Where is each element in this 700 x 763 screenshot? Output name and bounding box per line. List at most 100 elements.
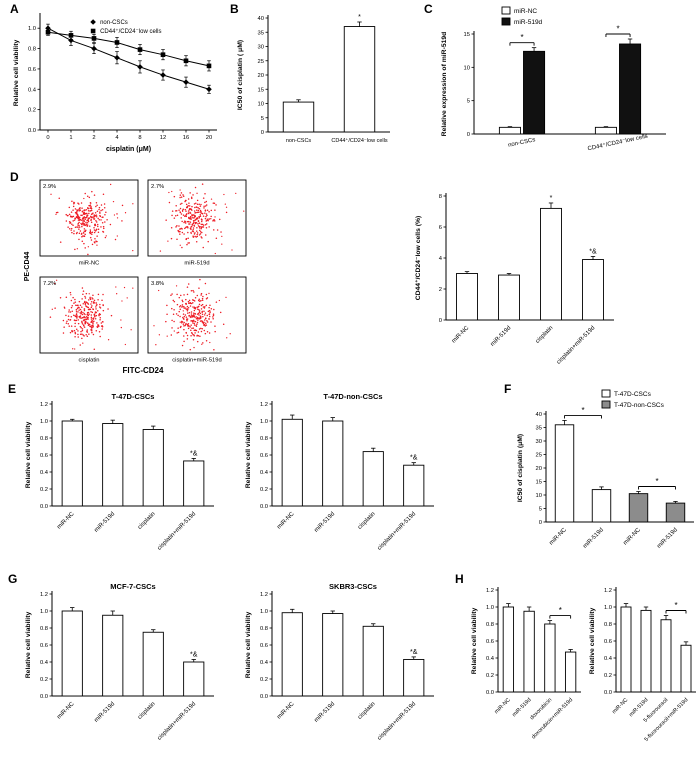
svg-text:0.8: 0.8 [486, 622, 494, 628]
svg-text:*: * [674, 601, 677, 610]
svg-text:*: * [550, 195, 553, 202]
svg-text:CD44⁺/CD24⁻low cells: CD44⁺/CD24⁻low cells [331, 137, 387, 144]
svg-text:0.0: 0.0 [486, 690, 494, 696]
svg-text:16: 16 [183, 135, 189, 141]
panel-c-label: C [424, 2, 433, 16]
svg-text:CD44⁺/CD24⁻low cells (%): CD44⁺/CD24⁻low cells (%) [415, 216, 422, 301]
svg-text:0.6: 0.6 [40, 643, 48, 649]
svg-text:Relative expression of miR-519: Relative expression of miR-519d [441, 32, 448, 137]
svg-text:miR-519d: miR-519d [94, 701, 117, 724]
svg-text:cisplatin: cisplatin [137, 701, 157, 721]
svg-text:1.2: 1.2 [486, 588, 494, 594]
svg-text:*: * [559, 606, 562, 615]
svg-text:0.4: 0.4 [604, 656, 613, 662]
svg-text:2: 2 [439, 287, 442, 293]
svg-text:1.2: 1.2 [40, 402, 48, 408]
svg-text:35: 35 [536, 426, 542, 432]
svg-text:miR-519d: miR-519d [94, 511, 117, 534]
svg-text:10: 10 [464, 65, 470, 71]
svg-text:*&: *& [190, 450, 198, 457]
svg-text:T-47D-CSCs: T-47D-CSCs [614, 391, 652, 398]
svg-text:10: 10 [536, 493, 542, 499]
svg-text:Relative cell viability: Relative cell viability [245, 422, 252, 489]
panel-f-ic50-grouped-bar-chart: 0 5 10 15 20 25 30 35 40 IC50 of cisplatin (μM) * *… [514, 386, 700, 571]
svg-text:5: 5 [467, 99, 470, 105]
svg-text:miR-519d: miR-519d [511, 697, 532, 718]
svg-text:MCF-7-CSCs: MCF-7-CSCs [110, 582, 155, 591]
svg-text:0.4: 0.4 [40, 470, 49, 476]
panel-e-t47d-non-cscs-chart: 0.0 0.2 0.4 0.6 0.8 1.0 1.2 Relative cell viabi… [242, 388, 448, 575]
svg-text:0.0: 0.0 [604, 690, 612, 696]
panel-g-label: G [8, 572, 18, 586]
svg-text:1.2: 1.2 [260, 592, 268, 598]
svg-text:0: 0 [539, 520, 542, 526]
svg-text:1.0: 1.0 [260, 609, 268, 615]
svg-text:non-CSCs: non-CSCs [508, 137, 536, 149]
svg-text:miR-519d: miR-519d [490, 325, 513, 348]
svg-text:40: 40 [258, 16, 264, 22]
svg-text:4: 4 [439, 256, 443, 262]
svg-text:cisplatin+miR-519d: cisplatin+miR-519d [157, 511, 197, 551]
svg-text:*: * [520, 33, 523, 42]
svg-text:3.8%: 3.8% [151, 281, 164, 287]
svg-text:*&: *& [190, 651, 198, 658]
svg-text:Relative cell viability: Relative cell viability [25, 612, 32, 679]
svg-text:miR-NC: miR-NC [451, 325, 471, 345]
svg-text:8: 8 [439, 194, 442, 200]
svg-text:cisplatin+miR-519d: cisplatin+miR-519d [556, 325, 596, 365]
svg-text:0: 0 [467, 132, 470, 138]
svg-text:20: 20 [536, 466, 542, 472]
panel-g-mcf7-cscs-chart: 0.0 0.2 0.4 0.6 0.8 1.0 1.2 Relative cell viabi… [22, 578, 228, 763]
svg-text:0.8: 0.8 [260, 626, 268, 632]
svg-text:1.2: 1.2 [260, 402, 268, 408]
svg-text:0.8: 0.8 [28, 47, 36, 53]
svg-text:0.4: 0.4 [260, 660, 269, 666]
svg-text:0.6: 0.6 [260, 453, 268, 459]
svg-text:1.0: 1.0 [28, 26, 36, 32]
panel-a-label: A [10, 2, 19, 16]
svg-text:cisplatin: cisplatin [535, 325, 555, 345]
svg-text:miR-NC: miR-NC [79, 261, 100, 267]
svg-text:1.2: 1.2 [40, 592, 48, 598]
svg-text:0.8: 0.8 [40, 626, 48, 632]
svg-text:0.6: 0.6 [604, 639, 612, 645]
svg-text:0.0: 0.0 [40, 504, 48, 510]
svg-text:miR-NC: miR-NC [56, 511, 76, 531]
svg-text:30: 30 [258, 45, 264, 51]
svg-text:miR-519d: miR-519d [184, 261, 209, 267]
svg-text:0.2: 0.2 [40, 677, 48, 683]
svg-text:5: 5 [539, 507, 542, 513]
svg-text:0.4: 0.4 [40, 660, 49, 666]
panel-d-cd44-cd24-bar-chart: 0 2 4 6 8 CD44⁺/CD24⁻low cells (%) * *& miR-NC mi… [412, 182, 642, 387]
svg-text:0.2: 0.2 [260, 487, 268, 493]
panel-b-label: B [230, 2, 239, 16]
svg-text:0.4: 0.4 [486, 656, 495, 662]
svg-text:miR-519d: miR-519d [582, 527, 605, 550]
svg-text:*&: *& [589, 248, 597, 255]
svg-text:0.2: 0.2 [486, 673, 494, 679]
svg-text:2: 2 [92, 135, 95, 141]
svg-text:20: 20 [206, 135, 212, 141]
svg-text:*: * [581, 406, 584, 415]
svg-text:1.2: 1.2 [604, 588, 612, 594]
panel-d-label: D [10, 170, 19, 184]
svg-text:0.2: 0.2 [28, 108, 36, 114]
svg-text:0.2: 0.2 [604, 673, 612, 679]
svg-text:1: 1 [69, 135, 72, 141]
svg-text:cisplatin+miR-519d: cisplatin+miR-519d [157, 701, 197, 741]
svg-text:SKBR3-CSCs: SKBR3-CSCs [329, 582, 377, 591]
svg-text:0.6: 0.6 [260, 643, 268, 649]
panel-c-mir519d-expression-chart: 0 5 10 15 Relative expression of miR-519d * * n… [438, 2, 690, 167]
svg-text:0.8: 0.8 [604, 622, 612, 628]
svg-text:miR-519d: miR-519d [656, 527, 679, 550]
svg-text:0: 0 [261, 130, 264, 136]
svg-text:1.0: 1.0 [604, 605, 612, 611]
svg-text:*: * [655, 477, 658, 486]
svg-text:FITC-CD24: FITC-CD24 [123, 366, 164, 375]
svg-text:*: * [616, 25, 619, 34]
svg-text:1.0: 1.0 [260, 419, 268, 425]
svg-text:Relative cell viability: Relative cell viability [471, 608, 478, 675]
svg-text:cisplatin+miR-519d: cisplatin+miR-519d [377, 511, 417, 551]
svg-text:cisplatin: cisplatin [357, 701, 377, 721]
